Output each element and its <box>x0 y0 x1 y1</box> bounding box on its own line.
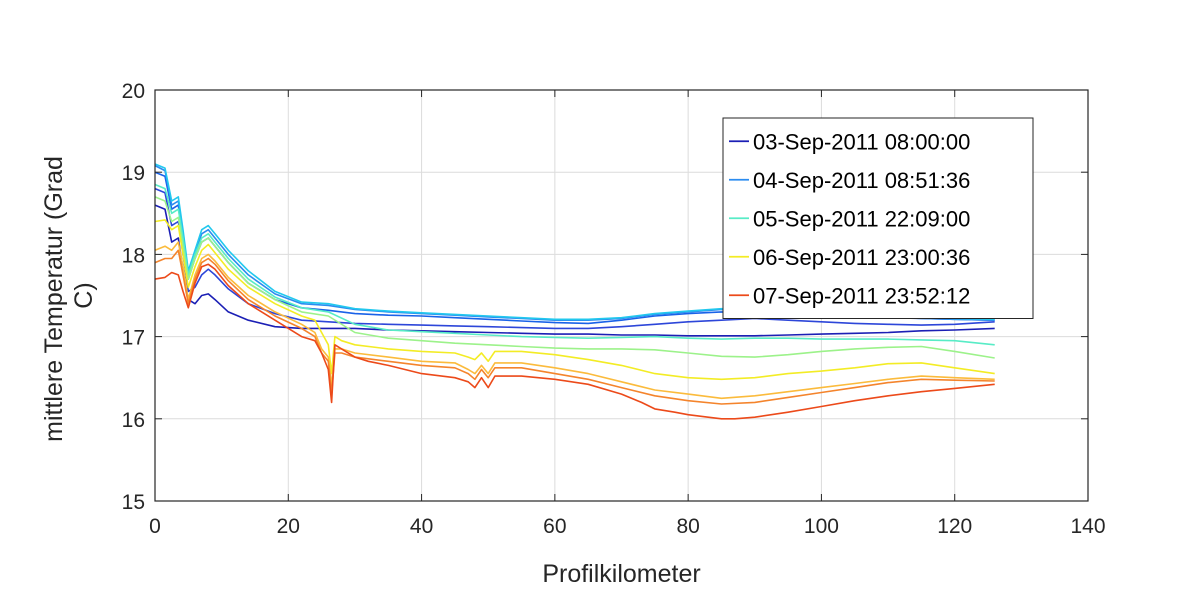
legend-entry-label: 05-Sep-2011 22:09:00 <box>753 206 970 231</box>
series-line-11 <box>154 263 995 420</box>
legend-entry-label: 07-Sep-2011 23:52:12 <box>753 283 970 308</box>
axes-frame <box>154 89 1089 502</box>
legend: 03-Sep-2011 08:00:00 04-Sep-2011 08:51:36… <box>722 117 1034 319</box>
legend-entry-label: 06-Sep-2011 23:00:36 <box>753 245 970 270</box>
axis-ticks: 0 20 40 60 80 100 120 140 15 16 17 18 19 20 <box>122 80 1106 538</box>
y-axis-label-line-2: C) <box>70 282 98 308</box>
y-axis-label-line-1: mittlere Temperatur (Grad <box>40 156 68 442</box>
x-tick-label: 20 <box>277 515 300 538</box>
series-line-8 <box>154 219 995 381</box>
legend-box <box>722 117 1034 319</box>
series-line-9 <box>154 241 995 400</box>
y-tick-label: 19 <box>122 162 145 185</box>
x-tick-label: 0 <box>149 515 161 538</box>
y-tick-label: 18 <box>122 244 145 267</box>
series-line-10 <box>154 249 995 405</box>
y-tick-label: 20 <box>122 80 145 103</box>
y-tick-label: 17 <box>122 327 145 350</box>
x-tick-label: 140 <box>1070 515 1105 538</box>
x-tick-label: 60 <box>543 515 566 538</box>
series-line-6 <box>154 183 995 346</box>
series-line-1 <box>154 204 995 337</box>
legend-entry-label: 04-Sep-2011 08:51:36 <box>753 168 970 193</box>
y-tick-label: 16 <box>122 409 145 432</box>
plot-series <box>154 163 995 420</box>
x-tick-label: 40 <box>410 515 433 538</box>
x-tick-label: 120 <box>937 515 972 538</box>
x-tick-label: 80 <box>676 515 699 538</box>
y-axis-label: mittlere Temperatur (Grad C) <box>40 149 98 442</box>
y-tick-label: 15 <box>122 491 145 514</box>
legend-entry-label: 03-Sep-2011 08:00:00 <box>753 129 970 154</box>
x-tick-label: 100 <box>804 515 839 538</box>
series-line-7 <box>154 196 995 359</box>
x-axis-label: Profilkilometer <box>542 560 700 588</box>
